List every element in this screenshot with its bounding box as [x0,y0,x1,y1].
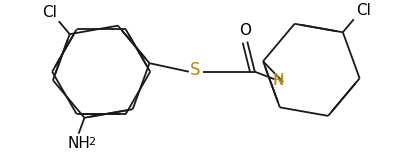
Text: Cl: Cl [356,3,371,18]
Text: N: N [273,73,284,88]
Text: Cl: Cl [42,5,57,20]
Text: O: O [239,23,252,38]
Text: 2: 2 [88,137,96,147]
Text: NH: NH [67,136,90,151]
Text: H: H [274,74,283,87]
Text: S: S [190,61,201,79]
